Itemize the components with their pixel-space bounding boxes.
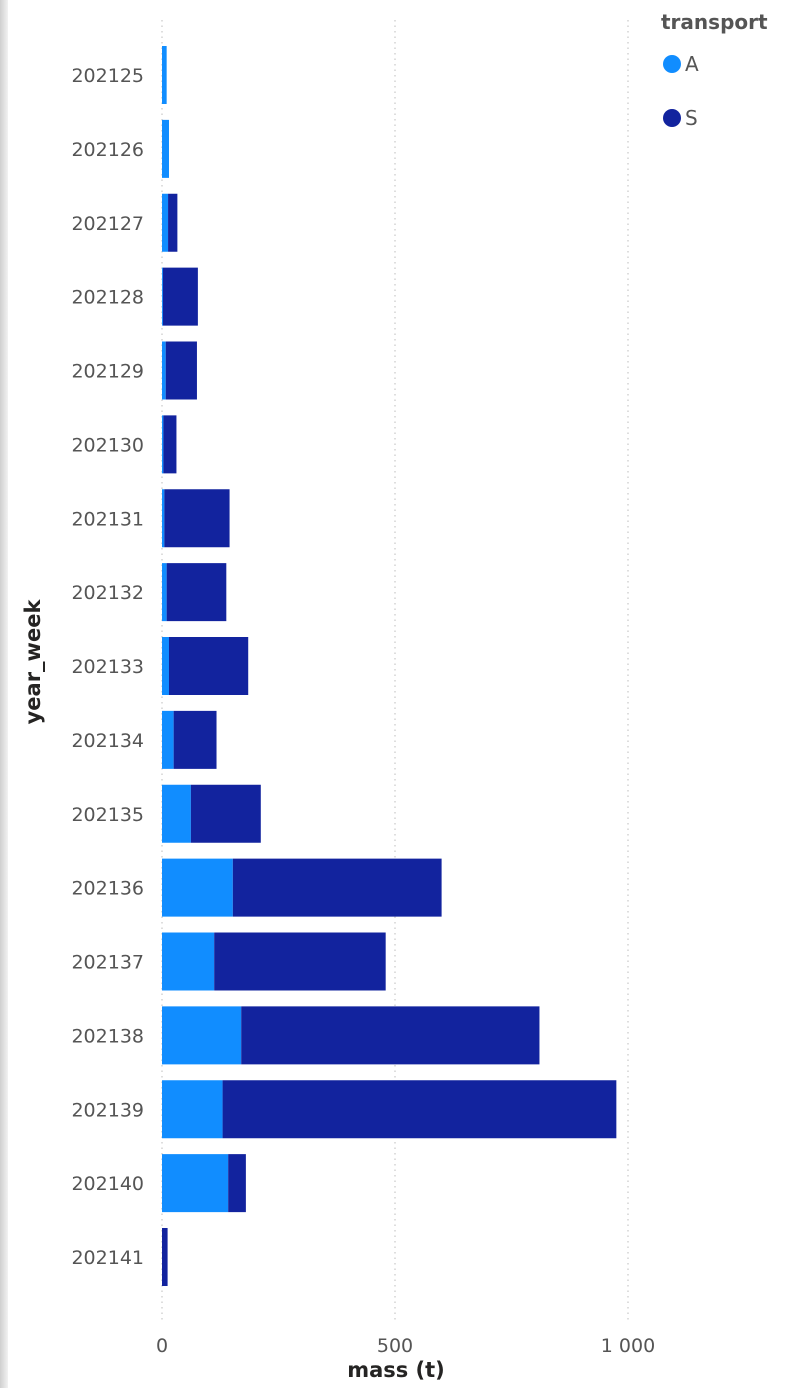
y-tick-label: 202139 <box>71 1099 144 1121</box>
legend-title: transport <box>661 10 768 34</box>
x-axis-title: mass (t) <box>347 1358 445 1382</box>
bar-a-202138[interactable] <box>162 1006 242 1065</box>
y-tick-label: 202128 <box>71 287 144 309</box>
bar-s-202138[interactable] <box>241 1006 540 1065</box>
bar-s-202128[interactable] <box>162 267 198 326</box>
y-tick-label: 202135 <box>71 804 144 826</box>
bar-a-202129[interactable] <box>162 341 166 400</box>
bar-s-202127[interactable] <box>168 193 178 252</box>
y-tick-label: 202130 <box>71 434 144 456</box>
bars <box>162 46 617 1286</box>
bar-s-202139[interactable] <box>222 1080 617 1139</box>
y-tick-label: 202132 <box>71 582 144 604</box>
bar-s-202131[interactable] <box>164 489 230 548</box>
legend-item-a[interactable]: A <box>663 52 699 76</box>
y-tick-label: 202134 <box>71 730 144 752</box>
bar-a-202139[interactable] <box>162 1080 223 1139</box>
legend[interactable]: transport A S <box>661 10 768 130</box>
y-tick-label: 202136 <box>71 878 144 900</box>
page-edge-shadow <box>0 0 8 1388</box>
bar-s-202135[interactable] <box>190 784 261 843</box>
bar-a-202128[interactable] <box>162 267 163 326</box>
legend-label-s: S <box>685 106 698 130</box>
bar-s-202129[interactable] <box>165 341 197 400</box>
bar-a-202135[interactable] <box>162 784 191 843</box>
bar-a-202134[interactable] <box>162 710 174 769</box>
bar-a-202126[interactable] <box>162 119 169 178</box>
legend-marker-a <box>663 55 681 73</box>
legend-item-s[interactable]: S <box>663 106 698 130</box>
x-tick-label: 0 <box>156 1335 168 1357</box>
bar-s-202136[interactable] <box>232 858 442 917</box>
bar-s-202134[interactable] <box>173 710 217 769</box>
bar-a-202130[interactable] <box>162 415 164 474</box>
x-tick-label: 1 000 <box>601 1335 655 1357</box>
bar-s-202141[interactable] <box>162 1228 168 1286</box>
y-tick-labels: 202125 202126 202127 202128 202129 202130 2021… <box>71 65 144 1269</box>
bar-a-202140[interactable] <box>162 1154 229 1213</box>
y-tick-label: 202138 <box>71 1025 144 1047</box>
bar-a-202127[interactable] <box>162 193 169 252</box>
y-tick-label: 202131 <box>71 508 144 530</box>
bar-a-202125[interactable] <box>162 46 167 104</box>
bar-s-202133[interactable] <box>168 637 249 695</box>
legend-marker-s <box>663 109 681 127</box>
y-tick-label: 202140 <box>71 1173 144 1195</box>
y-tick-label: 202133 <box>71 656 144 678</box>
bar-a-202131[interactable] <box>162 489 165 548</box>
legend-label-a: A <box>685 52 699 76</box>
bar-s-202132[interactable] <box>166 563 227 622</box>
y-tick-label: 202127 <box>71 213 144 235</box>
y-tick-label: 202137 <box>71 952 144 974</box>
bar-a-202137[interactable] <box>162 932 215 991</box>
x-tick-labels: 0 500 1 000 <box>156 1335 655 1357</box>
bar-a-202136[interactable] <box>162 858 233 917</box>
bar-s-202130[interactable] <box>163 415 177 474</box>
y-tick-label: 202125 <box>71 65 144 87</box>
bar-a-202133[interactable] <box>162 637 169 695</box>
y-axis-title: year_week <box>21 599 45 725</box>
x-tick-label: 500 <box>377 1335 413 1357</box>
y-tick-label: 202129 <box>71 361 144 383</box>
y-tick-label: 202141 <box>71 1247 144 1269</box>
bar-s-202140[interactable] <box>228 1154 246 1213</box>
y-tick-label: 202126 <box>71 139 144 161</box>
bar-s-202137[interactable] <box>214 932 386 991</box>
bar-a-202132[interactable] <box>162 563 167 622</box>
